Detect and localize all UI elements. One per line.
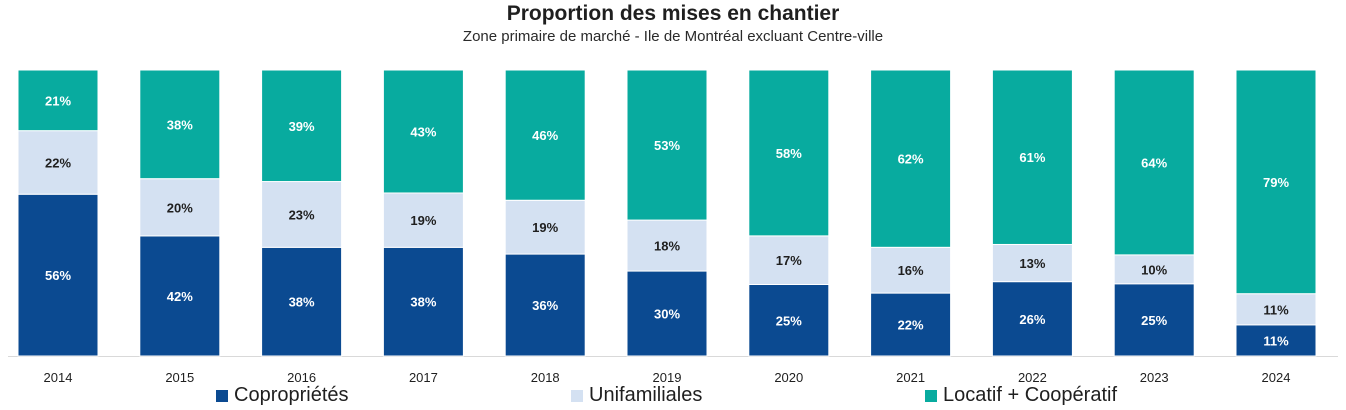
data-label-2017-1: 19%: [410, 213, 436, 228]
bar-segment-2019-2: [626, 69, 708, 221]
bar-segment-2022-0: [991, 281, 1073, 357]
data-label-2016-2: 39%: [289, 119, 315, 134]
bar-segment-2018-1: [504, 199, 586, 255]
bar-segment-2014-0: [17, 193, 99, 357]
legend-label-locatif-cooperatif: Locatif + Coopératif: [943, 384, 1117, 406]
data-label-2016-1: 23%: [289, 207, 315, 222]
legend-label-coproprietes: Copropriétés: [234, 384, 349, 406]
data-label-2024-2: 79%: [1263, 175, 1289, 190]
x-tick-label-2015: 2015: [165, 370, 194, 384]
bar-segment-2019-0: [626, 270, 708, 357]
data-label-2017-0: 38%: [410, 295, 436, 310]
data-label-2019-1: 18%: [654, 239, 680, 254]
x-tick-label-2021: 2021: [896, 370, 925, 384]
data-label-2015-0: 42%: [167, 289, 193, 304]
stacked-bar-chart: 56% 22% 21% 2014 42% 20% 38% 2015 38% 23% 39% 2016 3…: [8, 69, 1338, 384]
bar-segment-2017-2: [382, 69, 464, 194]
x-tick-label-2022: 2022: [1018, 370, 1047, 384]
bar-segment-2024-2: [1235, 69, 1317, 295]
x-tick-label-2024: 2024: [1262, 370, 1291, 384]
bar-segment-2020-1: [748, 235, 830, 286]
data-label-2021-1: 16%: [898, 263, 924, 278]
x-tick-label-2019: 2019: [653, 370, 682, 384]
bar-segment-2016-1: [261, 181, 343, 248]
data-label-2015-1: 20%: [167, 200, 193, 215]
legend-item-coproprietes: Copropriétés: [216, 384, 349, 407]
x-tick-label-2017: 2017: [409, 370, 438, 384]
x-tick-label-2014: 2014: [44, 370, 73, 384]
data-label-2014-0: 56%: [45, 268, 71, 283]
bar-segment-2023-0: [1113, 283, 1195, 357]
chart-title: Proportion des mises en chantier: [506, 2, 840, 25]
x-tick-label-2020: 2020: [774, 370, 803, 384]
data-label-2014-2: 21%: [45, 93, 71, 108]
legend: Copropriétés Unifamiliales Locatif + Coo…: [0, 384, 1346, 410]
data-label-2016-0: 38%: [289, 295, 315, 310]
bar-segment-2017-1: [382, 192, 464, 248]
legend-swatch-coproprietes: [216, 389, 228, 402]
chart-subtitle: Zone primaire de marché - Ile de Montréa…: [462, 28, 884, 45]
data-label-2017-2: 43%: [410, 124, 436, 139]
legend-item-locatif-cooperatif: Locatif + Coopératif: [925, 384, 1117, 407]
data-label-2020-1: 17%: [776, 253, 802, 268]
data-label-2024-0: 11%: [1263, 333, 1289, 348]
bar-segment-2020-0: [748, 284, 830, 357]
bar-segment-2016-0: [261, 246, 343, 357]
x-tick-label-2018: 2018: [531, 370, 560, 384]
bar-segment-2021-1: [870, 246, 952, 294]
bar-segment-2023-1: [1113, 254, 1195, 285]
legend-swatch-locatif-cooperatif: [925, 389, 937, 402]
data-label-2018-2: 46%: [532, 128, 558, 143]
data-label-2023-0: 25%: [1141, 313, 1167, 328]
bar-segment-2017-0: [382, 246, 464, 357]
bar-segment-2018-2: [504, 69, 586, 201]
data-label-2024-1: 11%: [1263, 302, 1289, 317]
bar-segment-2015-1: [139, 178, 221, 237]
legend-item-unifamiliales: Unifamiliales: [571, 384, 702, 407]
bar-segment-2024-0: [1235, 324, 1317, 357]
bar-segment-2021-0: [870, 292, 952, 357]
bar-segment-2015-0: [139, 235, 221, 357]
bar-segment-2021-2: [870, 69, 952, 248]
data-label-2021-2: 62%: [898, 152, 924, 167]
data-label-2015-2: 38%: [167, 117, 193, 132]
bar-segment-2022-2: [991, 69, 1073, 245]
bar-segment-2016-2: [261, 69, 343, 183]
data-label-2023-1: 10%: [1141, 262, 1167, 277]
x-tick-label-2023: 2023: [1140, 370, 1169, 384]
bar-segment-2014-2: [17, 69, 99, 132]
data-label-2021-0: 22%: [898, 318, 924, 333]
data-label-2018-1: 19%: [532, 220, 558, 235]
data-label-2022-2: 61%: [1019, 150, 1045, 165]
data-label-2020-2: 58%: [776, 146, 802, 161]
legend-swatch-unifamiliales: [571, 389, 583, 402]
data-label-2020-0: 25%: [776, 313, 802, 328]
legend-label-unifamiliales: Unifamiliales: [589, 384, 703, 406]
bar-segment-2015-2: [139, 69, 221, 180]
data-label-2022-1: 13%: [1019, 256, 1045, 271]
data-label-2014-1: 22%: [45, 155, 71, 170]
x-tick-label-2016: 2016: [287, 370, 316, 384]
data-label-2022-0: 26%: [1019, 312, 1045, 327]
data-label-2019-0: 30%: [654, 307, 680, 322]
data-label-2019-2: 53%: [654, 138, 680, 153]
data-label-2023-2: 64%: [1141, 155, 1167, 170]
data-label-2018-0: 36%: [532, 298, 558, 313]
bar-segment-2022-1: [991, 243, 1073, 283]
bar-segment-2020-2: [748, 69, 830, 237]
bar-segment-2023-2: [1113, 69, 1195, 256]
bar-segment-2019-1: [626, 219, 708, 272]
